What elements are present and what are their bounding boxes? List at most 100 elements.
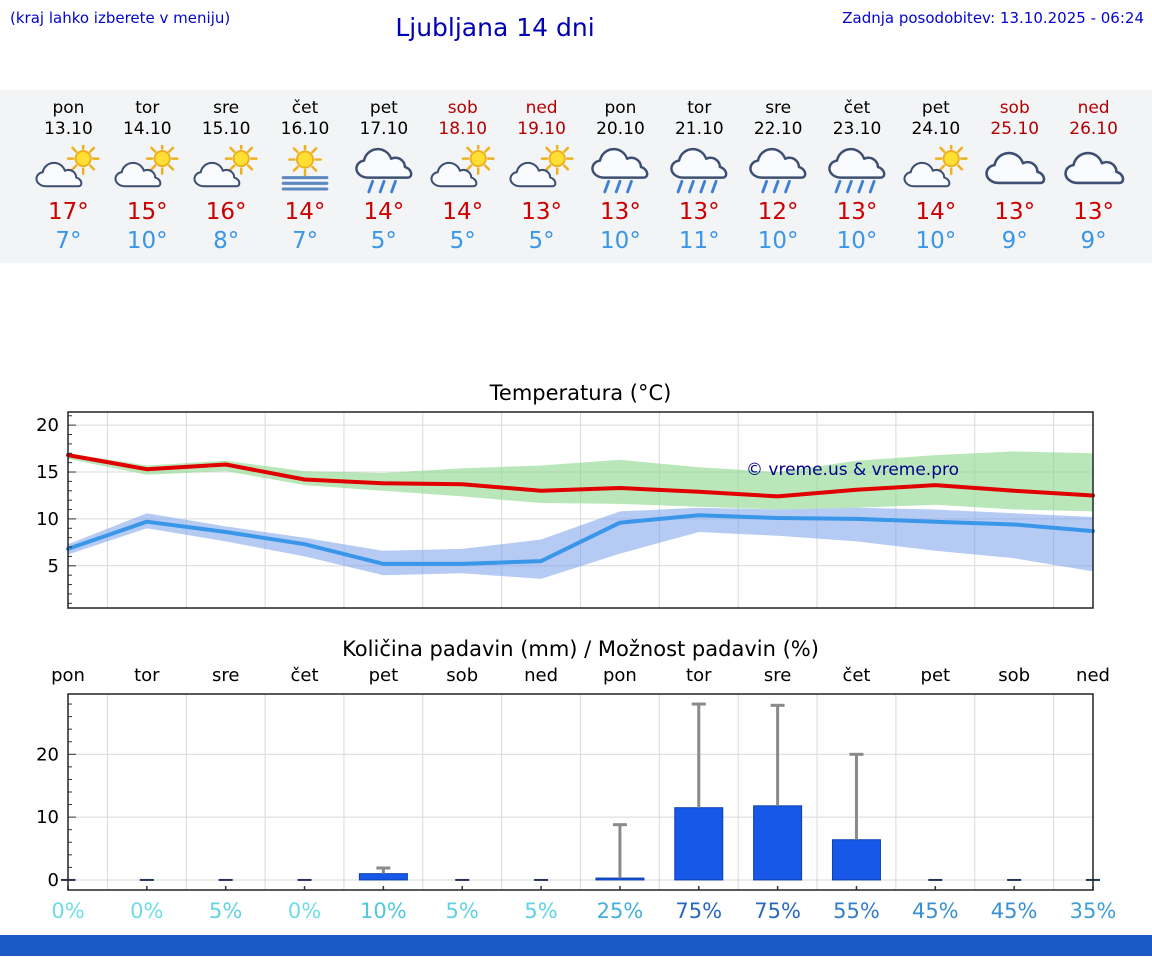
partly-cloudy-icon (509, 142, 574, 188)
weather-icon-wrap (819, 145, 895, 195)
day-name: čet (843, 98, 871, 118)
precip-probability: 0% (130, 899, 164, 923)
partly-cloudy-icon (193, 142, 258, 188)
forecast-day-column[interactable]: pon 20.10 13° 10° (581, 98, 660, 255)
low-temperature: 5° (449, 228, 476, 254)
day-date: 19.10 (517, 119, 566, 139)
weather-icon-wrap (30, 142, 106, 195)
cloudy-icon (984, 151, 1046, 185)
high-temperature: 14° (915, 199, 957, 225)
heavy-rain-icon (670, 147, 728, 194)
heavy-rain-icon (828, 147, 886, 194)
temperature-chart-svg: 5 10 15 20 © vreme.us & vreme.pro (36, 411, 1095, 609)
day-date: 17.10 (359, 119, 409, 139)
day-date: 15.10 (201, 119, 251, 139)
forecast-day-column[interactable]: tor 21.10 13° 11° (660, 98, 739, 255)
precip-probability: 5% (524, 899, 558, 923)
precip-bar (753, 805, 803, 881)
low-temperature: 10° (757, 228, 799, 254)
day-name: tor (687, 98, 712, 118)
partly-cloudy-icon (430, 142, 495, 188)
day-name: ned (1077, 98, 1110, 118)
day-name: ned (525, 98, 558, 118)
rain-icon (591, 147, 649, 194)
forecast-day-column[interactable]: ned 19.10 13° 5° (502, 98, 581, 255)
precip-day-label: pon (51, 665, 85, 686)
partly-cloudy-icon (903, 142, 968, 188)
day-date: 13.10 (44, 119, 93, 139)
y-axis-label: 5 (48, 556, 59, 577)
precip-bar (674, 807, 724, 881)
forecast-day-column[interactable]: sre 15.10 16° 8° (187, 98, 266, 255)
day-name: pon (604, 98, 637, 118)
location-menu-note: (kraj lahko izberete v meniju) (10, 9, 231, 27)
weather-icon-wrap (1056, 145, 1132, 195)
high-temperature: 14° (442, 199, 484, 225)
precip-bar (831, 839, 881, 881)
precip-probability: 75% (675, 899, 723, 923)
partly-cloudy-icon (35, 142, 101, 188)
precipitation-chart-title: Količina padavin (mm) / Možnost padavin … (342, 637, 819, 661)
weather-icon-wrap (661, 145, 737, 195)
precip-probability: 5% (209, 899, 243, 923)
precip-probability: 0% (287, 899, 322, 923)
low-temperature: 7° (55, 228, 82, 254)
day-date: 14.10 (122, 119, 172, 139)
precip-bar (595, 877, 645, 881)
last-update: Zadnja posodobitev: 13.10.2025 - 06:24 (842, 9, 1144, 27)
weather-icon-wrap (504, 142, 580, 195)
precip-probability: 45% (990, 899, 1038, 923)
weather-icon-wrap (267, 142, 343, 195)
forecast-day-column[interactable]: sob 18.10 14° 5° (423, 98, 502, 255)
day-name: sre (213, 98, 240, 118)
forecast-day-column[interactable]: sob 25.10 13° 9° (975, 98, 1054, 255)
forecast-day-column[interactable]: tor 14.10 15° 10° (108, 98, 187, 255)
forecast-day-column[interactable]: čet 16.10 14° 7° (266, 98, 345, 255)
low-temperature: 9° (1080, 228, 1107, 254)
precip-day-label: ned (1076, 665, 1110, 686)
forecast-day-column[interactable]: pon 13.10 17° 7° (29, 98, 108, 255)
precip-probability: 55% (833, 899, 880, 923)
forecast-day-column[interactable]: pet 24.10 14° 10° (896, 98, 975, 255)
low-temperature: 5° (528, 228, 555, 254)
watermark: © vreme.us & vreme.pro (746, 460, 959, 480)
weather-icon-wrap (977, 145, 1053, 195)
day-date: 22.10 (753, 119, 803, 139)
precip-day-label: sre (211, 665, 240, 686)
rain-icon (749, 147, 807, 194)
weather-icon-wrap (109, 142, 185, 195)
chart-border (67, 411, 1094, 609)
precip-probability: 25% (596, 899, 644, 923)
chart-border (67, 693, 1094, 891)
precip-day-label: tor (134, 665, 160, 686)
day-name: pet (369, 98, 398, 118)
high-temperature: 13° (836, 199, 878, 225)
precip-probability-row: 0% 0% 5% 0% 10% 5% 5% 25% 75% 75% 55% 45% 45% 35% (0, 899, 1152, 931)
precip-probability: 0% (51, 899, 85, 923)
forecast-day-column[interactable]: čet 23.10 13° 10° (818, 98, 897, 255)
precip-bar (358, 873, 408, 881)
precip-probability: 75% (754, 899, 801, 923)
y-axis-label: 10 (36, 807, 59, 828)
low-temperature: 10° (126, 228, 168, 254)
precip-day-labels: pon tor sre čet pet sob ned pon tor sre čet pet sob n… (0, 665, 1152, 691)
high-temperature: 17° (48, 199, 89, 225)
high-temperature: 13° (600, 199, 641, 225)
high-temperature: 13° (521, 199, 562, 225)
forecast-day-column[interactable]: sre 22.10 12° 10° (739, 98, 818, 255)
forecast-day-column[interactable]: pet 17.10 14° 5° (344, 98, 423, 255)
precip-probability: 45% (911, 899, 959, 923)
high-temperature: 13° (1073, 199, 1114, 225)
precip-probability: 10% (360, 899, 407, 923)
day-date: 20.10 (596, 119, 645, 139)
bottom-bar (0, 935, 1152, 956)
precipitation-chart-svg: 0 10 20 (36, 693, 1100, 891)
day-date: 26.10 (1069, 119, 1118, 139)
day-name: sob (447, 98, 478, 118)
page-header: (kraj lahko izberete v meniju) Ljubljana… (0, 0, 1152, 52)
forecast-day-column[interactable]: ned 26.10 13° 9° (1054, 98, 1133, 255)
day-name: sre (765, 98, 792, 118)
min-temperature-line (66, 513, 1095, 566)
temperature-chart: 5 10 15 20 © vreme.us & vreme.pro (0, 409, 1152, 615)
day-name: pon (52, 98, 85, 118)
